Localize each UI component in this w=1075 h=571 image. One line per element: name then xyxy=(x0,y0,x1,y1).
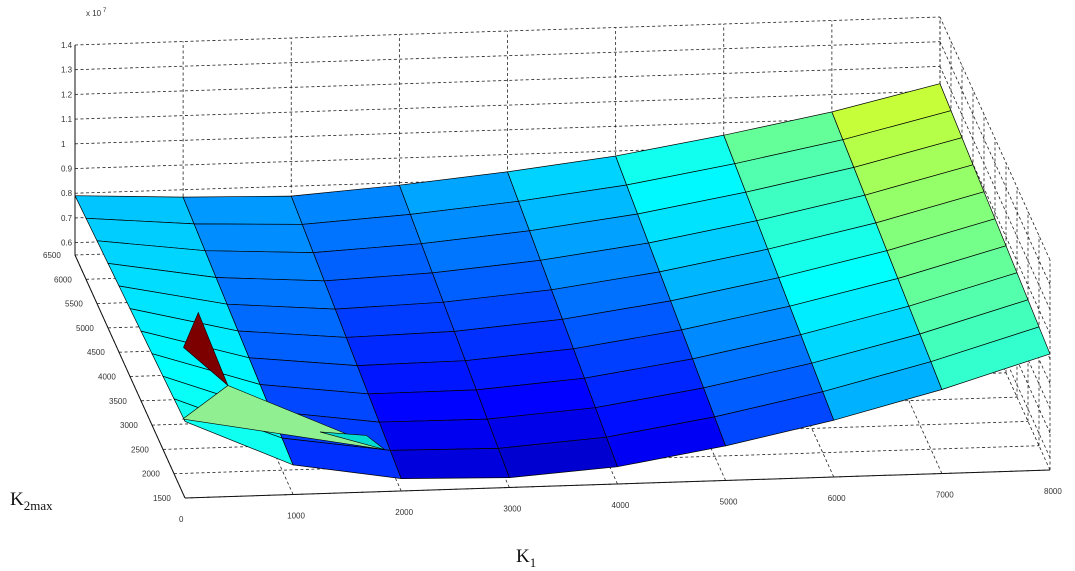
x-tick-label: 6000 xyxy=(828,494,846,503)
x-axis-label-main: K xyxy=(516,546,530,567)
x-tick-label: 1000 xyxy=(287,512,305,521)
grid-line-y-floor xyxy=(173,445,1040,475)
y-tick-label: 4000 xyxy=(98,373,116,382)
x-tick-label: 4000 xyxy=(612,501,630,510)
surface-patch xyxy=(204,250,325,282)
z-tick-label: 1.3 xyxy=(61,66,73,75)
grid-line-z xyxy=(74,16,941,46)
z-axis-exponent: 7 xyxy=(103,8,107,14)
y-tick-label: 5000 xyxy=(76,324,94,333)
y-tick-label: 2000 xyxy=(142,470,160,479)
z-tick-label: 1 xyxy=(61,140,66,149)
y-tick-label: 2500 xyxy=(131,445,149,454)
x-tick-label: 8000 xyxy=(1044,487,1062,496)
y-axis-line xyxy=(74,254,186,499)
surface-patch xyxy=(367,389,488,423)
x-tick-label: 2000 xyxy=(395,508,413,517)
x-axis-label-sub: 1 xyxy=(530,555,537,570)
y-axis-label-main: K xyxy=(10,489,24,510)
x-tick-label: 3000 xyxy=(503,505,521,514)
surface-patch xyxy=(378,418,499,451)
artifact-triangles xyxy=(182,311,385,450)
y-tick-label: 6500 xyxy=(43,251,61,260)
surface-patch xyxy=(356,360,477,395)
y-axis-label-sub: 2max xyxy=(24,498,53,513)
x-axis-label: K1 xyxy=(516,546,536,570)
grid-line-z xyxy=(74,90,941,120)
grid-line-z xyxy=(74,41,941,71)
artifact-triangle xyxy=(183,311,229,386)
z-tick-label: 1.1 xyxy=(61,115,73,124)
y-tick-label: 3000 xyxy=(120,421,138,430)
z-tick-label: 1.2 xyxy=(61,90,73,99)
y-tick-label: 6000 xyxy=(54,275,72,284)
x-tick-label: 7000 xyxy=(936,491,954,500)
surface-patch xyxy=(193,223,314,253)
x-axis-line xyxy=(184,469,1051,499)
z-tick-label: 0.7 xyxy=(61,214,73,223)
tick-labels: 0 1000 2000 3000 4000 5000 6000 7000 8000 1500 200… xyxy=(43,41,1062,524)
x-tick-label: 0 xyxy=(179,515,184,524)
z-tick-label: 0.6 xyxy=(61,239,73,248)
grid-line-z-side xyxy=(939,41,1051,285)
surface-patch xyxy=(345,331,466,366)
y-axis-label: K2max xyxy=(10,489,53,513)
artifact-triangle xyxy=(319,431,385,450)
z-axis-multiplier: x 10 xyxy=(86,9,102,18)
z-tick-label: 1.4 xyxy=(61,41,73,50)
axes xyxy=(74,45,1051,499)
surface xyxy=(74,83,1051,480)
y-tick-label: 5500 xyxy=(65,300,83,309)
y-tick-label: 3500 xyxy=(109,397,127,406)
surface-patch xyxy=(930,326,1051,390)
z-tick-label: 0.8 xyxy=(61,189,73,198)
grid-line-z xyxy=(74,66,941,95)
y-tick-label: 4500 xyxy=(87,348,105,357)
x-tick-label: 5000 xyxy=(720,498,738,507)
surface-patch xyxy=(389,448,510,479)
y-tick-label: 1500 xyxy=(153,494,171,503)
surface-patch xyxy=(182,195,303,225)
z-tick-label: 0.9 xyxy=(61,165,73,174)
